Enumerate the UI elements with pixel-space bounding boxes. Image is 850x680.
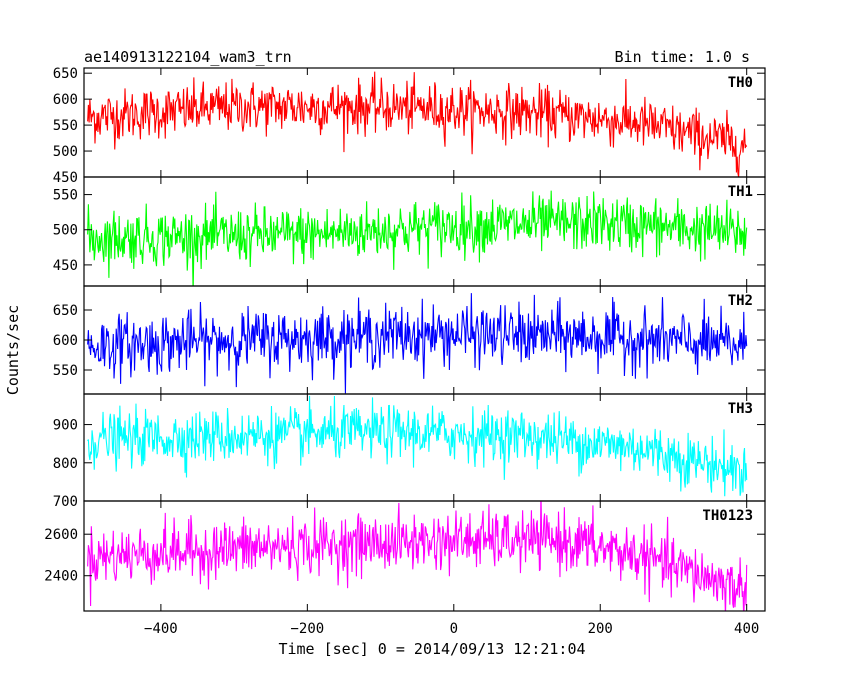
series-line-th3 xyxy=(87,395,748,497)
y-tick-label: 550 xyxy=(53,118,78,134)
series-line-th1 xyxy=(87,190,748,286)
panel-label-th0: TH0 xyxy=(728,75,753,91)
y-tick-label: 500 xyxy=(53,144,78,160)
y-tick-label: 550 xyxy=(53,188,78,204)
y-tick-label: 450 xyxy=(53,258,78,274)
y-tick-label: 900 xyxy=(53,418,78,434)
panel-th0123: 2400 2600 TH0123 xyxy=(44,500,766,612)
x-tick-label: 200 xyxy=(588,621,613,637)
y-tick-label: 450 xyxy=(53,170,78,186)
y-tick-label: 650 xyxy=(53,66,78,82)
panel-th1: 450 500 550 TH1 xyxy=(53,176,766,287)
y-tick-label: 2600 xyxy=(44,527,78,543)
y-tick-label: 600 xyxy=(53,92,78,108)
y-axis-title: Counts/sec xyxy=(4,305,22,395)
y-tick-label: 500 xyxy=(53,223,78,239)
series-line-th0 xyxy=(87,71,748,177)
y-tick-label: 2400 xyxy=(44,569,78,585)
panel-th3: 700 800 900 TH3 xyxy=(53,393,766,510)
panel-label-th3: TH3 xyxy=(728,401,753,417)
x-axis: −400 −200 0 200 400 xyxy=(144,621,759,637)
x-tick-label: 400 xyxy=(734,621,759,637)
panel-th0: 450 500 550 600 650 TH0 xyxy=(53,66,766,186)
y-tick-label: 700 xyxy=(53,494,78,510)
series-line-th0123 xyxy=(87,501,748,611)
y-tick-label: 800 xyxy=(53,456,78,472)
bin-time-label: Bin time: 1.0 s xyxy=(615,48,750,66)
chart-title: ae140913122104_wam3_trn xyxy=(84,48,292,66)
x-tick-label: −400 xyxy=(144,621,178,637)
panel-th2: 550 600 650 TH2 xyxy=(53,285,766,395)
x-axis-title: Time [sec] 0 = 2014/09/13 12:21:04 xyxy=(278,640,585,658)
series-line-th2 xyxy=(87,293,748,394)
x-tick-label: 0 xyxy=(450,621,458,637)
y-tick-label: 600 xyxy=(53,333,78,349)
panels-group: 450 500 550 600 650 TH0 450 500 550 TH1 550 600 650 T… xyxy=(44,66,766,612)
panel-label-th0123: TH0123 xyxy=(702,508,753,524)
y-tick-label: 650 xyxy=(53,303,78,319)
y-tick-label: 550 xyxy=(53,363,78,379)
panel-frame xyxy=(83,500,766,612)
panel-label-th2: TH2 xyxy=(728,293,753,309)
x-tick-label: −200 xyxy=(290,621,324,637)
panel-label-th1: TH1 xyxy=(728,184,753,200)
